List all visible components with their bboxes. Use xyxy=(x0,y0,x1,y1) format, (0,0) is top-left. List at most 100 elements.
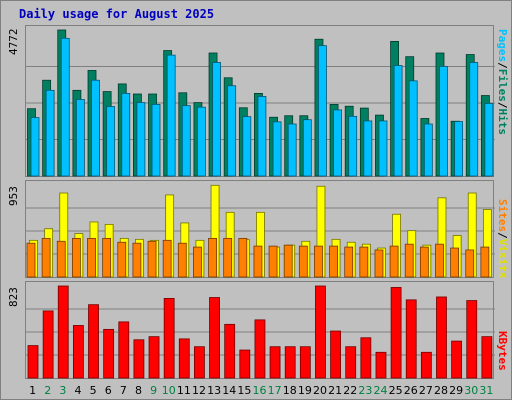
bar-pages-day-30 xyxy=(469,62,479,177)
bar-sites-day-8 xyxy=(132,242,142,278)
bar-kbytes-day-17 xyxy=(269,346,281,379)
bar-pages-day-10 xyxy=(166,54,176,177)
bar-kbytes-day-29 xyxy=(451,340,463,379)
bar-kbytes-day-18 xyxy=(284,346,296,379)
day-label-18: 18 xyxy=(283,384,297,397)
visits-side-legend: Sites/Visits xyxy=(496,199,509,279)
bar-pages-day-12 xyxy=(197,106,206,177)
kbytes-panel xyxy=(25,281,495,379)
bar-kbytes-day-2 xyxy=(42,310,54,379)
bar-sites-day-28 xyxy=(435,243,444,278)
day-label-15: 15 xyxy=(237,384,251,397)
bar-pages-day-9 xyxy=(151,104,161,177)
legend-sep-2: / xyxy=(496,101,509,109)
day-label-23: 23 xyxy=(358,384,372,397)
bar-sites-day-6 xyxy=(102,237,112,278)
day-label-30: 30 xyxy=(464,384,478,397)
bar-pages-day-16 xyxy=(257,96,267,177)
bar-pages-day-7 xyxy=(121,92,131,177)
day-label-16: 16 xyxy=(253,384,267,397)
bar-pages-day-28 xyxy=(439,66,448,177)
bar-pages-day-1 xyxy=(30,117,40,177)
bar-pages-day-29 xyxy=(454,121,464,177)
legend-visits: Visits xyxy=(496,238,509,279)
day-label-28: 28 xyxy=(434,384,448,397)
day-label-21: 21 xyxy=(328,384,342,397)
bar-pages-day-18 xyxy=(287,123,297,177)
bar-pages-day-13 xyxy=(212,62,221,177)
bar-sites-day-14 xyxy=(223,237,233,278)
day-label-6: 6 xyxy=(105,384,112,397)
day-label-17: 17 xyxy=(268,384,282,397)
day-label-11: 11 xyxy=(177,384,191,397)
day-label-3: 3 xyxy=(59,384,66,397)
day-label-22: 22 xyxy=(343,384,357,397)
bar-pages-day-17 xyxy=(272,121,282,177)
bar-kbytes-day-19 xyxy=(299,346,311,379)
bar-pages-day-27 xyxy=(423,123,433,177)
day-label-25: 25 xyxy=(389,384,403,397)
bar-kbytes-day-16 xyxy=(254,319,266,379)
bar-kbytes-day-7 xyxy=(118,321,130,379)
bar-kbytes-day-21 xyxy=(330,330,341,379)
bar-sites-day-17 xyxy=(268,245,278,278)
bar-pages-day-3 xyxy=(60,37,70,177)
bar-pages-day-25 xyxy=(393,65,403,177)
bar-kbytes-day-6 xyxy=(103,328,115,379)
bar-kbytes-day-20 xyxy=(315,285,326,379)
day-label-7: 7 xyxy=(120,384,127,397)
day-axis: 1 2 3 4 5 6 7 8 9 10 11 12 13 14 15 16 17 18 19 20 21 22 23 24 2… xyxy=(29,384,493,397)
bar-kbytes-day-22 xyxy=(345,346,357,379)
hits-panel xyxy=(25,25,495,177)
bar-sites-day-29 xyxy=(450,247,460,278)
bar-kbytes-day-8 xyxy=(133,339,145,379)
legend-sites: Sites xyxy=(496,199,509,233)
legend-hits: Hits xyxy=(496,108,509,136)
kbytes-axis-max: 823 xyxy=(7,287,20,307)
day-label-31: 31 xyxy=(479,384,493,397)
bar-sites-day-2 xyxy=(41,237,51,278)
bar-kbytes-day-11 xyxy=(178,338,190,379)
bar-sites-day-9 xyxy=(147,240,157,278)
chart-title: Daily usage for August 2025 xyxy=(19,7,215,21)
visits-axis-max: 953 xyxy=(7,186,20,206)
legend-pages: Pages xyxy=(496,29,509,63)
bar-kbytes-day-28 xyxy=(436,296,447,379)
hits-side-legend: Pages/Files/Hits xyxy=(496,29,509,135)
bar-kbytes-day-4 xyxy=(72,325,84,379)
day-label-8: 8 xyxy=(135,384,142,397)
bar-sites-day-31 xyxy=(480,246,490,278)
bar-sites-day-19 xyxy=(298,245,308,278)
day-label-19: 19 xyxy=(298,384,312,397)
bar-sites-day-5 xyxy=(87,237,96,278)
visits-chart xyxy=(26,184,495,278)
bar-sites-day-10 xyxy=(162,239,172,278)
bar-kbytes-day-12 xyxy=(194,346,205,379)
day-label-9: 9 xyxy=(150,384,157,397)
bar-kbytes-day-30 xyxy=(466,300,478,379)
day-label-12: 12 xyxy=(192,384,206,397)
day-label-13: 13 xyxy=(207,384,221,397)
bar-sites-day-22 xyxy=(344,246,354,278)
bar-kbytes-day-13 xyxy=(209,297,220,379)
bar-kbytes-day-31 xyxy=(481,336,493,379)
bar-sites-day-4 xyxy=(71,237,81,278)
legend-sep-1: / xyxy=(496,62,509,69)
hits-axis-max: 4772 xyxy=(7,28,20,56)
legend-sep-3: / xyxy=(496,232,509,239)
bar-sites-day-13 xyxy=(208,237,217,278)
bar-pages-day-4 xyxy=(75,99,85,177)
bar-sites-day-3 xyxy=(56,240,66,278)
bar-sites-day-15 xyxy=(238,237,248,278)
bar-kbytes-day-25 xyxy=(390,287,402,379)
bar-sites-day-7 xyxy=(117,241,127,278)
bar-sites-day-24 xyxy=(374,249,384,278)
bar-pages-day-21 xyxy=(333,109,342,177)
bar-sites-day-25 xyxy=(389,245,399,278)
bar-kbytes-day-10 xyxy=(163,298,175,379)
bar-sites-day-27 xyxy=(419,246,429,278)
day-label-14: 14 xyxy=(222,384,236,397)
bar-sites-day-18 xyxy=(283,244,293,278)
legend-files: Files xyxy=(496,68,509,102)
